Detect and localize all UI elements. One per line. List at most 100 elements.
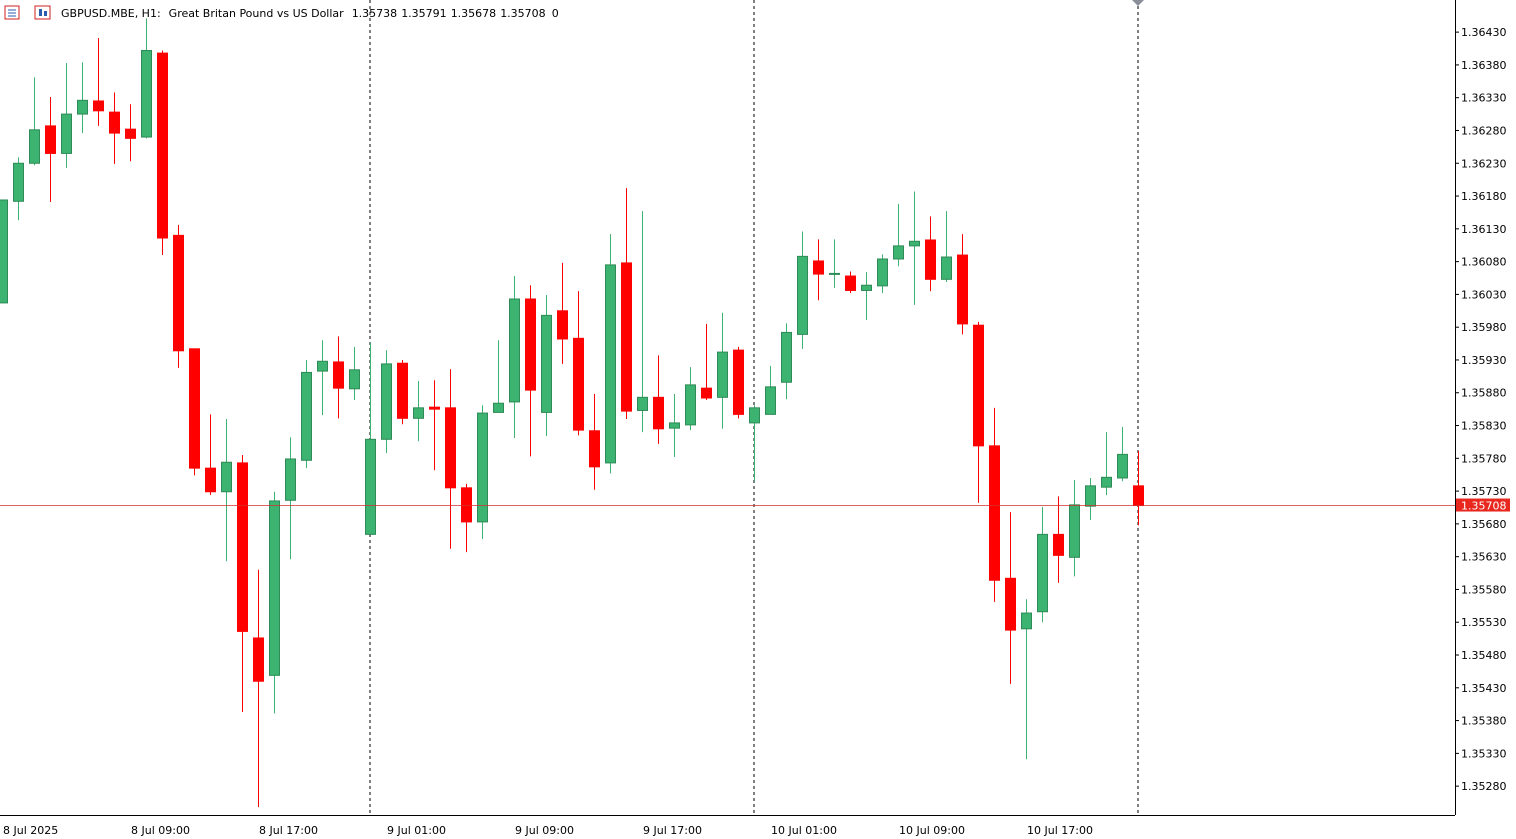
candle-body xyxy=(669,422,680,429)
candle-body xyxy=(141,49,152,138)
candle-body xyxy=(733,349,744,415)
candle-body xyxy=(61,113,72,154)
candle-body xyxy=(893,245,904,260)
candle-body xyxy=(557,310,568,340)
candle-body xyxy=(589,430,600,468)
candle-body xyxy=(189,348,200,469)
candle-body xyxy=(1005,577,1016,631)
candle-body xyxy=(1021,612,1032,630)
candle-body xyxy=(749,407,760,424)
candle-body xyxy=(621,262,632,412)
candle-body xyxy=(685,384,696,426)
candle-body xyxy=(701,387,712,399)
candle-body xyxy=(461,487,472,523)
y-tick-label: 1.35780 xyxy=(1461,452,1507,465)
candle-body xyxy=(45,125,56,154)
y-tick-label: 1.35730 xyxy=(1461,485,1507,498)
candle-body xyxy=(509,298,520,403)
candle-body xyxy=(253,637,264,682)
y-tick-label: 1.35680 xyxy=(1461,518,1507,531)
y-tick-label: 1.35930 xyxy=(1461,354,1507,367)
candle-body xyxy=(269,500,280,676)
x-tick-label: 8 Jul 09:00 xyxy=(131,824,190,837)
candle-body xyxy=(525,298,536,391)
y-tick-label: 1.36330 xyxy=(1461,92,1507,105)
candle-body xyxy=(477,412,488,523)
header-low: 1.35678 xyxy=(451,7,497,20)
candle-body xyxy=(493,402,504,413)
shift-marker xyxy=(1132,0,1144,6)
x-tick-label: 8 Jul 2025 xyxy=(3,824,58,837)
y-tick-label: 1.35280 xyxy=(1461,780,1507,793)
current-price-label: 1.35708 xyxy=(1461,500,1507,513)
candle-body xyxy=(221,461,232,493)
y-tick-label: 1.35980 xyxy=(1461,321,1507,334)
candle-body xyxy=(301,371,312,461)
y-tick-label: 1.36080 xyxy=(1461,256,1507,269)
y-tick-label: 1.36030 xyxy=(1461,288,1507,301)
candle-body xyxy=(605,264,616,464)
candle-body xyxy=(941,256,952,280)
candle-body xyxy=(285,458,296,501)
candle-body xyxy=(845,275,856,291)
chart-icon[interactable] xyxy=(34,5,51,20)
symbol: GBPUSD.MBE, H1: xyxy=(61,7,161,20)
candle-body xyxy=(637,396,648,411)
candle-body xyxy=(365,438,376,535)
candle-body xyxy=(0,199,8,304)
candle-body xyxy=(717,351,728,398)
candle-body xyxy=(349,369,360,390)
current-price-box xyxy=(1456,498,1510,512)
y-tick-label: 1.36180 xyxy=(1461,190,1507,203)
candles xyxy=(0,18,1144,808)
x-tick-label: 9 Jul 01:00 xyxy=(387,824,446,837)
description: Great Britan Pound vs US Dollar xyxy=(169,7,344,20)
y-tick-label: 1.35830 xyxy=(1461,420,1507,433)
candle-body xyxy=(1053,533,1064,556)
candle-body xyxy=(1037,533,1048,613)
candle-body xyxy=(973,324,984,447)
candle-body xyxy=(1085,485,1096,507)
candle-body xyxy=(813,260,824,275)
candle-body xyxy=(957,254,968,325)
candle-body xyxy=(445,407,456,489)
y-tick-label: 1.36430 xyxy=(1461,26,1507,39)
y-tick-label: 1.36380 xyxy=(1461,59,1507,72)
candle-body xyxy=(925,239,936,280)
candle-body xyxy=(1101,476,1112,488)
candle-body xyxy=(653,396,664,430)
candle-body xyxy=(1069,504,1080,558)
candle-body xyxy=(381,363,392,440)
candle-body xyxy=(93,100,104,112)
x-tick-label: 10 Jul 17:00 xyxy=(1027,824,1093,837)
y-tick-label: 1.35480 xyxy=(1461,649,1507,662)
y-tick-label: 1.35880 xyxy=(1461,387,1507,400)
x-tick-label: 10 Jul 09:00 xyxy=(899,824,965,837)
candle-body xyxy=(333,361,344,389)
candle-body xyxy=(157,52,168,239)
y-tick-label: 1.35330 xyxy=(1461,747,1507,760)
candle-body xyxy=(173,234,184,352)
candle-body xyxy=(109,111,120,134)
candle-body xyxy=(429,406,440,410)
candle-body xyxy=(77,99,88,115)
icon-bar xyxy=(44,11,47,16)
x-tick-label: 8 Jul 17:00 xyxy=(259,824,318,837)
y-tick-label: 1.35530 xyxy=(1461,616,1507,629)
candle-body xyxy=(1133,485,1144,507)
header-close: 1.35708 xyxy=(500,7,546,20)
header-high: 1.35791 xyxy=(401,7,447,20)
candle-body xyxy=(573,337,584,431)
candle-body xyxy=(541,314,552,413)
icon-bar xyxy=(39,9,42,16)
candle-body xyxy=(765,386,776,415)
candle-body xyxy=(909,240,920,247)
x-tick-label: 9 Jul 17:00 xyxy=(643,824,702,837)
x-tick-label: 10 Jul 01:00 xyxy=(771,824,837,837)
chart-header: GBPUSD.MBE, H1: Great Britan Pound vs US … xyxy=(61,7,559,20)
candle-body xyxy=(413,407,424,419)
candle-body xyxy=(797,255,808,335)
y-tick-label: 1.36230 xyxy=(1461,157,1507,170)
header-extra: 0 xyxy=(552,7,559,20)
